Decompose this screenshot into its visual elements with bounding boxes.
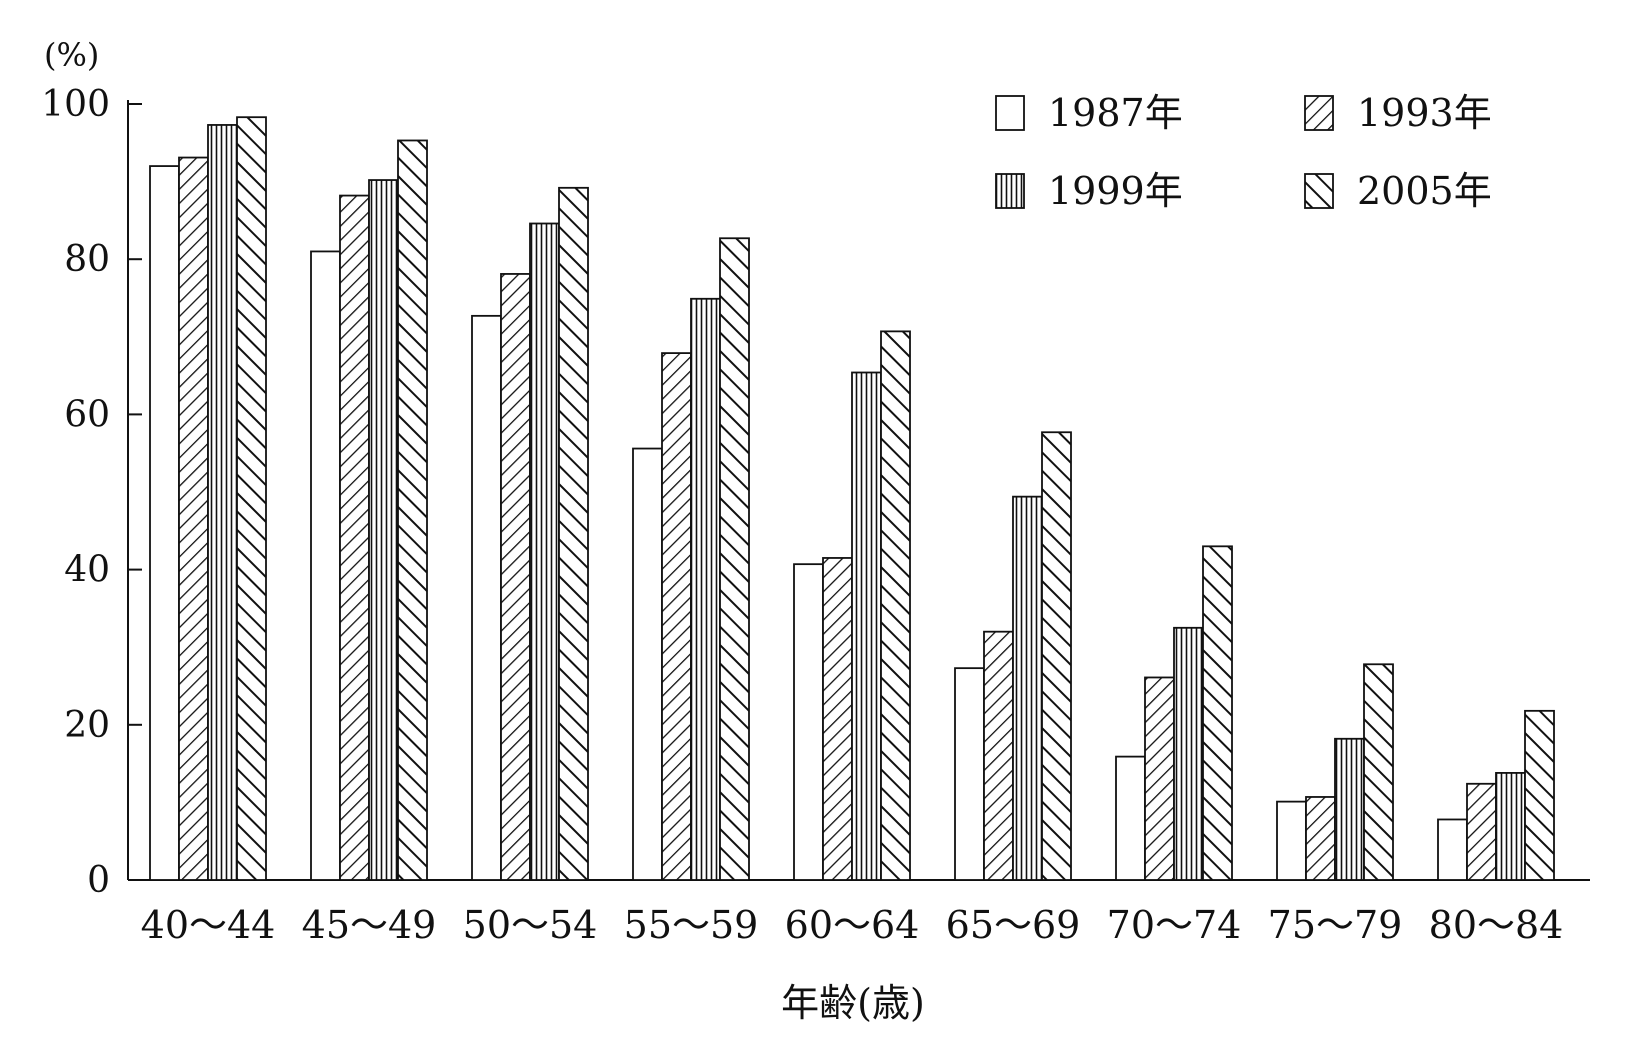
bar-1993年-60～64	[822, 557, 853, 881]
bar-1993年-70～74	[1144, 676, 1175, 881]
legend-label: 2005年	[1357, 169, 1492, 213]
x-category-label: 40～44	[141, 903, 276, 947]
x-category-label: 60～64	[785, 903, 920, 947]
bar-1993年-75～79	[1305, 796, 1336, 881]
bar-1987年-55～59	[632, 447, 663, 881]
y-tick-label: 80	[64, 239, 110, 280]
x-category-label: 45～49	[302, 903, 437, 947]
legend-swatch	[1304, 95, 1334, 131]
bar-1999年-75～79	[1334, 737, 1365, 881]
bar-2005年-55～59	[719, 237, 750, 881]
x-category-label: 70～74	[1107, 903, 1242, 947]
bar-1987年-45～49	[310, 250, 341, 881]
bar-1999年-55～59	[690, 297, 721, 881]
bar-1987年-65～69	[954, 667, 985, 881]
bar-1987年-75～79	[1276, 800, 1307, 881]
y-tick-label: 0	[87, 860, 110, 901]
y-tick-label: 100	[41, 84, 110, 125]
bar-1999年-70～74	[1173, 626, 1204, 881]
bar-1987年-80～84	[1437, 818, 1468, 881]
bar-1993年-50～54	[500, 273, 531, 881]
x-category-label: 50～54	[463, 903, 598, 947]
bar-1993年-55～59	[661, 352, 692, 881]
legend-swatch	[995, 173, 1025, 209]
bar-2005年-40～44	[236, 116, 267, 881]
y-unit-label: (%)	[44, 36, 99, 74]
bar-1987年-70～74	[1115, 755, 1146, 881]
bar-2005年-65～69	[1041, 431, 1072, 881]
x-category-label: 65～69	[946, 903, 1081, 947]
legend-label: 1987年	[1048, 91, 1183, 135]
bar-1993年-40～44	[178, 156, 209, 881]
y-axis-ticks: 0 20 40 60 80 100	[41, 84, 142, 901]
bar-1987年-60～64	[793, 563, 824, 881]
y-tick-label: 40	[64, 550, 110, 591]
legend-swatch	[1304, 173, 1334, 209]
bar-1993年-65～69	[983, 630, 1014, 881]
bar-2005年-75～79	[1363, 663, 1394, 881]
bar-2005年-50～54	[558, 186, 589, 881]
bar-2005年-80～84	[1524, 709, 1555, 881]
bar-1999年-50～54	[529, 222, 560, 881]
bar-1999年-60～64	[851, 371, 882, 881]
bar-1993年-80～84	[1466, 782, 1497, 881]
bar-1987年-50～54	[471, 314, 502, 881]
y-tick-label: 60	[64, 394, 110, 435]
bar-series-group	[149, 116, 1555, 881]
bar-2005年-60～64	[880, 330, 911, 881]
bar-1987年-40～44	[149, 165, 180, 881]
legend-swatch	[995, 95, 1025, 131]
bar-1999年-40～44	[207, 124, 238, 881]
bar-2005年-70～74	[1202, 545, 1233, 881]
bar-2005年-45～49	[397, 139, 428, 881]
bar-1999年-80～84	[1495, 772, 1526, 881]
x-category-label: 75～79	[1268, 903, 1403, 947]
legend: 1987年 1993年 1999年 2005年	[995, 91, 1492, 213]
bar-1993年-45～49	[339, 194, 370, 881]
x-category-label: 55～59	[624, 903, 759, 947]
bar-1999年-65～69	[1012, 495, 1043, 881]
category-labels: 40～44 45～49 50～54 55～59 60～64 65～69 70～74 75～79…	[141, 903, 1564, 947]
bar-1999年-45～49	[368, 179, 399, 881]
legend-label: 1999年	[1048, 169, 1183, 213]
x-axis-title: 年齢(歳)	[781, 981, 925, 1025]
x-category-label: 80～84	[1429, 903, 1564, 947]
legend-label: 1993年	[1357, 91, 1492, 135]
y-tick-label: 20	[64, 705, 110, 746]
